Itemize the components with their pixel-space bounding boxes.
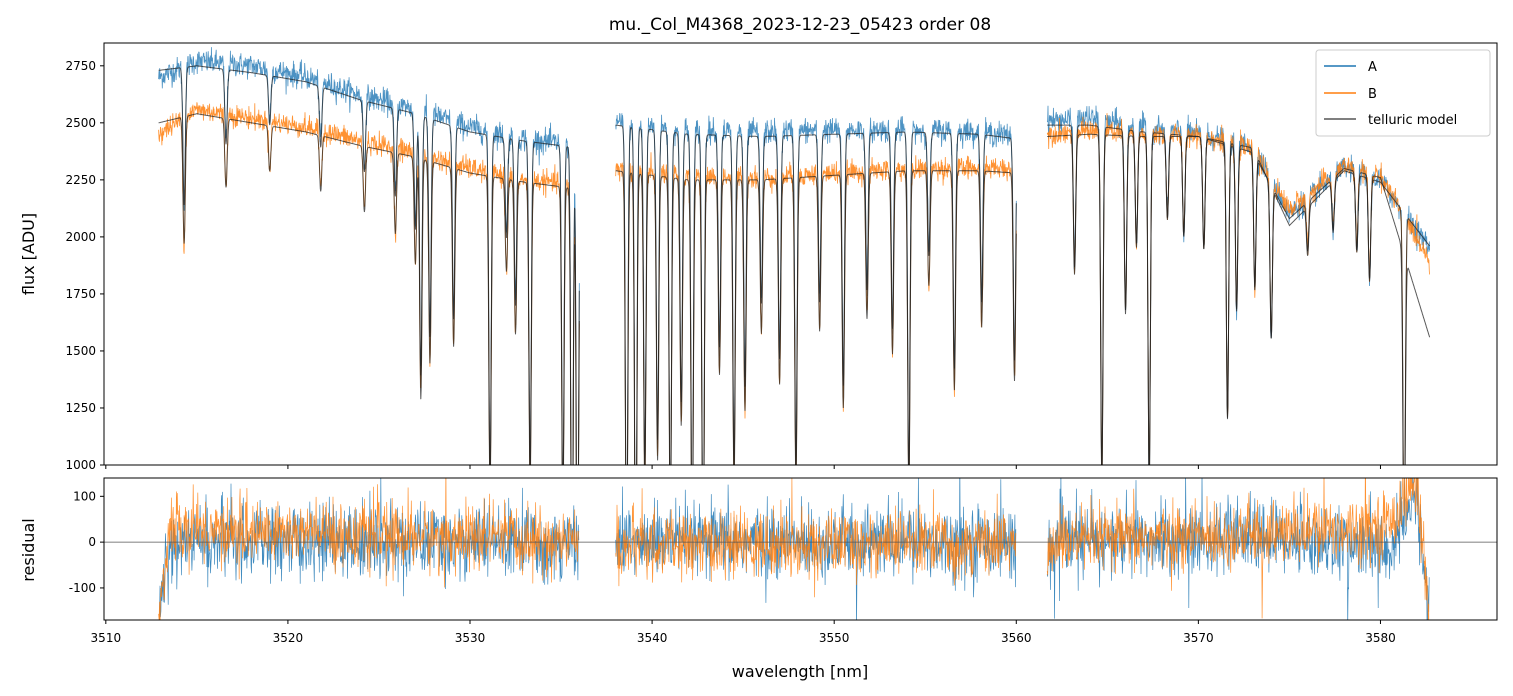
residual-b-line [158, 478, 1430, 620]
x-tick-label: 3520 [273, 631, 304, 645]
flux-plot-frame [103, 42, 1498, 466]
flux-axis-ticks: 1000 1250 1500 1750 2000 2250 2500 2750 [65, 59, 1381, 472]
flux-y-tick-label: 2000 [65, 230, 96, 244]
x-tick-label: 3550 [819, 631, 850, 645]
flux-y-tick-label: 1250 [65, 401, 96, 415]
legend-label-model: telluric model [1368, 113, 1457, 128]
x-tick-label: 3580 [1365, 631, 1396, 645]
residual-y-tick-label: 0 [88, 535, 96, 549]
flux-series-group [158, 47, 1431, 465]
residual-plot-frame [103, 477, 1498, 621]
x-tick-label: 3560 [1001, 631, 1032, 645]
x-tick-label: 3530 [455, 631, 486, 645]
residual-series-group [104, 478, 1497, 620]
residual-panel: -100 0 100 3510 3520 3530 3540 3550 3560 3570 3580… [19, 477, 1498, 681]
telluric-model-line-modelB [158, 113, 1431, 465]
flux-y-tick-label: 1750 [65, 287, 96, 301]
flux-y-tick-label: 2250 [65, 173, 96, 187]
legend: A B telluric model [1315, 49, 1491, 137]
residual-y-tick-label: -100 [69, 581, 96, 595]
flux-y-tick-label: 1000 [65, 458, 96, 472]
flux-y-tick-label: 1500 [65, 344, 96, 358]
flux-y-tick-label: 2750 [65, 59, 96, 73]
flux-y-axis-label: flux [ADU] [19, 213, 38, 295]
legend-label-b: B [1368, 87, 1377, 102]
x-tick-label: 3540 [637, 631, 668, 645]
legend-box [1315, 49, 1491, 137]
residual-axis-ticks: -100 0 100 3510 3520 3530 3540 3550 3560 3570 3580 [69, 489, 1396, 645]
residual-y-axis-label: residual [19, 518, 38, 581]
x-tick-label: 3510 [91, 631, 122, 645]
flux-panel: 1000 1250 1500 1750 2000 2250 2500 2750 flux [A… [19, 42, 1498, 472]
flux-y-tick-label: 2500 [65, 116, 96, 130]
residual-y-tick-label: 100 [73, 489, 96, 503]
legend-label-a: A [1368, 60, 1377, 75]
x-tick-label: 3570 [1183, 631, 1214, 645]
chart-title: mu._Col_M4368_2023-12-23_05423 order 08 [609, 15, 991, 35]
x-axis-label: wavelength [nm] [732, 662, 869, 681]
